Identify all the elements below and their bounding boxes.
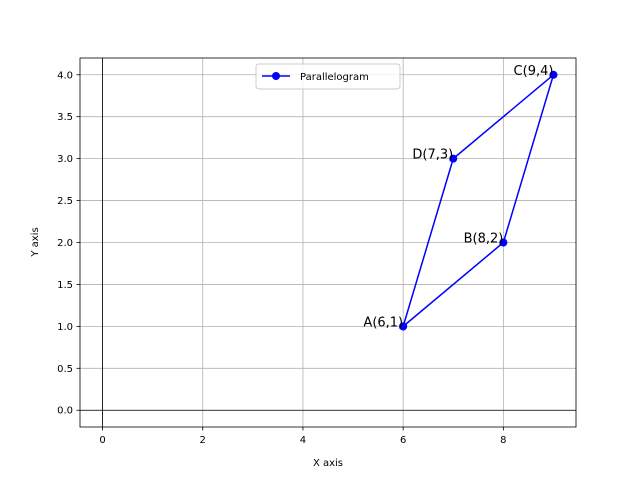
data-point <box>449 154 458 163</box>
data-point <box>399 322 408 331</box>
y-tick-label: 3.0 <box>57 154 73 165</box>
point-label: A(6,1) <box>363 315 403 330</box>
y-tick-label: 0.5 <box>57 364 73 375</box>
x-tick-label: 0 <box>99 435 105 446</box>
x-tick-label: 2 <box>200 435 206 446</box>
x-tick-label: 4 <box>300 435 306 446</box>
legend: Parallelogram <box>255 63 401 90</box>
legend-marker-swatch <box>272 72 280 80</box>
y-tick-label: 2.5 <box>57 196 73 207</box>
data-point <box>549 70 558 79</box>
point-label: D(7,3) <box>412 148 453 163</box>
tick-layer: 0 2 4 6 8 0.0 0.5 1.0 1.5 2.0 2.5 3.0 3.5 4.0 <box>57 70 506 446</box>
y-tick-label: 1.5 <box>57 280 73 291</box>
x-tick-label: 6 <box>400 435 406 446</box>
y-tick-label: 0.0 <box>57 406 73 417</box>
data-point <box>499 238 508 247</box>
y-axis-label: Y axis <box>30 227 41 257</box>
zero-lines-layer <box>80 58 576 427</box>
y-tick-label: 2.0 <box>57 238 73 249</box>
y-tick-label: 3.5 <box>57 112 73 123</box>
y-tick-label: 1.0 <box>57 322 73 333</box>
x-axis-label: X axis <box>313 458 343 469</box>
point-label: C(9,4) <box>514 64 554 79</box>
point-label: B(8,2) <box>464 232 504 247</box>
y-tick-label: 4.0 <box>57 70 73 81</box>
annotation-layer: A(6,1) B(8,2) C(9,4) D(7,3) <box>363 64 553 331</box>
x-tick-label: 8 <box>500 435 506 446</box>
legend-box <box>255 63 401 90</box>
series-layer <box>399 70 558 331</box>
legend-label: Parallelogram <box>300 72 369 83</box>
